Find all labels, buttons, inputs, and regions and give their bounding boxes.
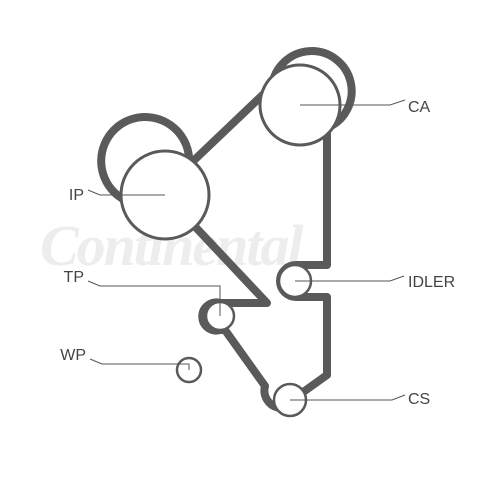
label-ip: IP xyxy=(69,187,84,204)
belt-routing-diagram: ContinentalCAIPTPIDLERWPCS xyxy=(0,0,500,500)
label-tp: TP xyxy=(64,269,84,286)
label-wp: WP xyxy=(60,347,86,364)
label-ca: CA xyxy=(408,99,431,116)
label-cs: CS xyxy=(408,391,430,408)
label-idler: IDLER xyxy=(408,274,455,291)
